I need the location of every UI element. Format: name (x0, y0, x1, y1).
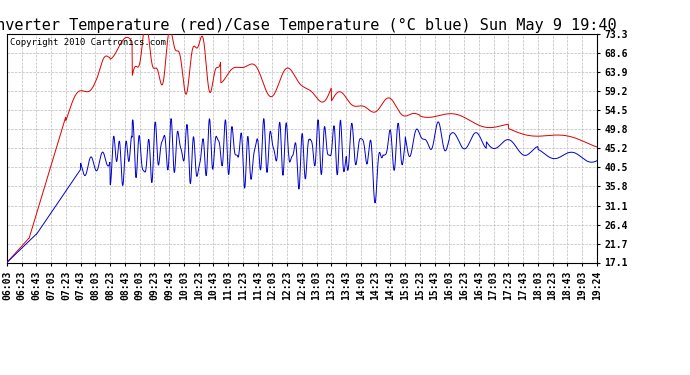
Text: Copyright 2010 Cartronics.com: Copyright 2010 Cartronics.com (10, 38, 166, 47)
Title: Inverter Temperature (red)/Case Temperature (°C blue) Sun May 9 19:40: Inverter Temperature (red)/Case Temperat… (0, 18, 617, 33)
